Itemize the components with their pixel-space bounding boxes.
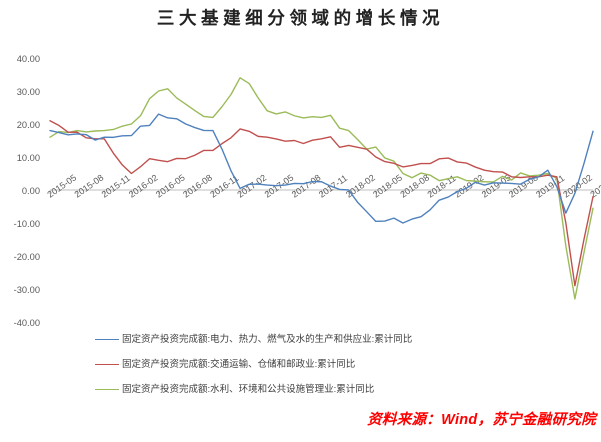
- svg-text:2018-05: 2018-05: [371, 173, 404, 200]
- svg-text:2016-11: 2016-11: [208, 173, 240, 200]
- svg-text:40.00: 40.00: [17, 54, 40, 64]
- svg-text:2018-02: 2018-02: [344, 173, 377, 200]
- svg-text:2016-05: 2016-05: [154, 173, 187, 200]
- svg-text:2015-08: 2015-08: [73, 173, 106, 200]
- svg-text:2016-02: 2016-02: [127, 173, 160, 200]
- svg-text:30.00: 30.00: [17, 87, 40, 97]
- svg-text:-30.00: -30.00: [14, 285, 40, 295]
- svg-text:2015-11: 2015-11: [100, 173, 132, 200]
- svg-text:10.00: 10.00: [17, 153, 40, 163]
- svg-text:2019-05: 2019-05: [480, 173, 513, 200]
- svg-text:-10.00: -10.00: [14, 219, 40, 229]
- svg-text:-20.00: -20.00: [14, 252, 40, 262]
- svg-text:0.00: 0.00: [22, 186, 40, 196]
- svg-text:2015-05: 2015-05: [45, 173, 78, 200]
- svg-text:-40.00: -40.00: [14, 318, 40, 328]
- svg-text:2017-02: 2017-02: [235, 173, 268, 200]
- svg-text:20.00: 20.00: [17, 120, 40, 130]
- svg-text:2018-11: 2018-11: [426, 173, 458, 200]
- svg-text:2016-08: 2016-08: [181, 173, 214, 200]
- svg-text:2017-08: 2017-08: [290, 173, 323, 200]
